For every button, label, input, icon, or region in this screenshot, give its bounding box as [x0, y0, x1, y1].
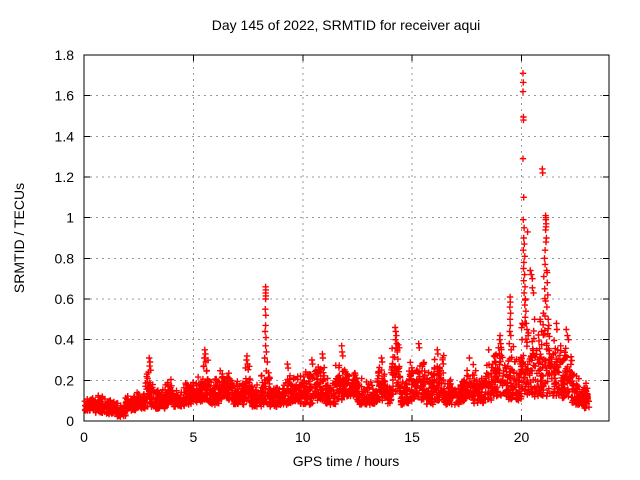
y-tick-label: 1.4 — [55, 128, 75, 144]
y-tick-label: 1.2 — [55, 169, 75, 185]
data-points-series — [81, 70, 593, 420]
x-axis-label: GPS time / hours — [293, 453, 400, 469]
y-tick-label: 0.8 — [55, 250, 75, 266]
y-tick-label: 0.2 — [55, 372, 75, 388]
x-tick-label: 0 — [80, 429, 88, 445]
x-tick-label: 15 — [404, 429, 420, 445]
y-tick-label: 0.6 — [55, 291, 75, 307]
y-axis-label: SRMTID / TECUs — [11, 183, 27, 293]
y-tick-label: 0.4 — [55, 332, 75, 348]
chart-title: Day 145 of 2022, SRMTID for receiver aqu… — [212, 17, 480, 33]
y-tick-label: 1 — [66, 210, 74, 226]
tick-labels: 0 5 10 15 20 0 0.2 0.4 0.6 0.8 1 1.2 1.4 1.6 1.8 — [55, 47, 530, 445]
x-tick-label: 10 — [295, 429, 311, 445]
y-tick-label: 1.8 — [55, 47, 75, 63]
y-tick-label: 0 — [66, 413, 74, 429]
x-tick-label: 20 — [514, 429, 530, 445]
x-tick-label: 5 — [190, 429, 198, 445]
axes-and-ticks — [83, 54, 610, 422]
y-tick-label: 1.6 — [55, 88, 75, 104]
